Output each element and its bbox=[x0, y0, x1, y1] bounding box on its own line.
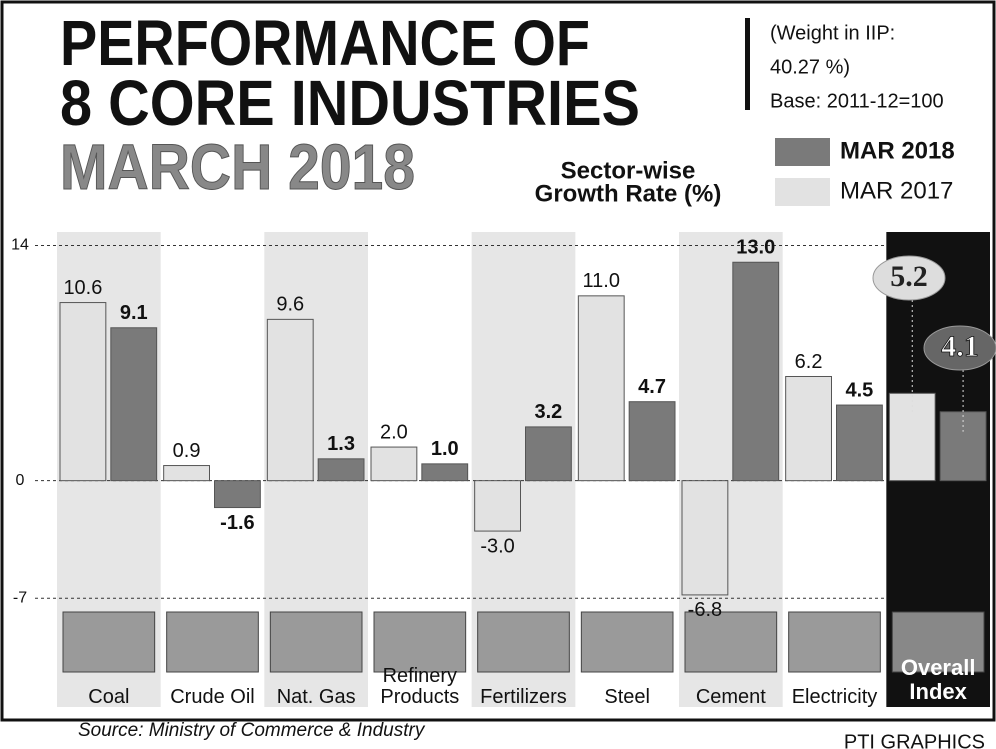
x-tick-label: Coal bbox=[57, 650, 161, 708]
value-label: 10.6 bbox=[63, 277, 102, 299]
x-tick-label: Overall Index bbox=[886, 640, 990, 704]
x-tick-label: Fertilizers bbox=[472, 650, 576, 708]
legend-label: MAR 2018 bbox=[840, 137, 955, 164]
value-label: 0.9 bbox=[173, 440, 201, 462]
note-bar bbox=[745, 18, 750, 110]
value-label: 3.2 bbox=[535, 401, 563, 423]
bar bbox=[940, 412, 986, 481]
bar bbox=[164, 466, 210, 481]
value-label: 4.5 bbox=[846, 379, 874, 401]
x-tick-label: Cement bbox=[679, 650, 783, 708]
legend-label: MAR 2017 bbox=[840, 177, 953, 204]
value-label: 5.2 bbox=[890, 260, 928, 293]
value-label: 6.2 bbox=[795, 351, 823, 373]
x-tick-label: Steel bbox=[575, 650, 679, 708]
value-label: -3.0 bbox=[480, 535, 514, 557]
value-label: -1.6 bbox=[220, 512, 254, 534]
bar bbox=[318, 459, 364, 481]
bar bbox=[629, 402, 675, 481]
bar bbox=[682, 481, 728, 595]
value-label: 1.0 bbox=[431, 438, 459, 460]
legend-swatch bbox=[775, 178, 830, 206]
x-tick-label: Refinery Products bbox=[368, 650, 472, 708]
bar bbox=[422, 464, 468, 481]
chart-subtitle: MARCH 2018 bbox=[60, 131, 415, 203]
source: Source: Ministry of Commerce & Industry bbox=[78, 720, 426, 741]
value-label: 9.1 bbox=[120, 302, 148, 324]
note: (Weight in IIP: bbox=[770, 22, 895, 44]
bar bbox=[215, 481, 261, 508]
bar bbox=[267, 319, 313, 480]
y-tick-label: 14 bbox=[11, 237, 29, 254]
y-tick-label: 0 bbox=[16, 472, 25, 489]
bar bbox=[111, 328, 157, 481]
bar bbox=[837, 405, 883, 481]
legend-swatch bbox=[775, 138, 830, 166]
x-tick-label: Nat. Gas bbox=[264, 650, 368, 708]
bar bbox=[371, 447, 417, 481]
x-tick-label: Crude Oil bbox=[161, 650, 265, 708]
value-label: 11.0 bbox=[583, 270, 620, 292]
axis-label: Growth Rate (%) bbox=[535, 180, 722, 207]
x-tick-label: Electricity bbox=[783, 650, 887, 708]
bar bbox=[578, 296, 624, 481]
note: Base: 2011-12=100 bbox=[770, 90, 944, 112]
value-label: 9.6 bbox=[276, 294, 304, 316]
y-tick-label: -7 bbox=[13, 589, 27, 606]
bar bbox=[475, 481, 521, 531]
bar bbox=[733, 262, 779, 480]
value-label: 2.0 bbox=[380, 421, 408, 443]
bar bbox=[526, 427, 572, 481]
value-label: 13.0 bbox=[736, 237, 775, 259]
value-label: 4.7 bbox=[638, 376, 666, 398]
chart: PERFORMANCE OF 8 CORE INDUSTRIES MARCH 2… bbox=[0, 0, 996, 749]
value-label: 1.3 bbox=[327, 433, 355, 455]
bar bbox=[60, 303, 106, 481]
credit: PTI GRAPHICS bbox=[844, 731, 985, 749]
bar bbox=[786, 376, 832, 480]
value-label: -6.8 bbox=[688, 599, 722, 621]
note: 40.27 %) bbox=[770, 56, 850, 78]
page: PERFORMANCE OF 8 CORE INDUSTRIES MARCH 2… bbox=[0, 0, 996, 749]
value-label: 4.1 bbox=[941, 330, 979, 363]
chart-title: 8 CORE INDUSTRIES bbox=[60, 67, 640, 139]
